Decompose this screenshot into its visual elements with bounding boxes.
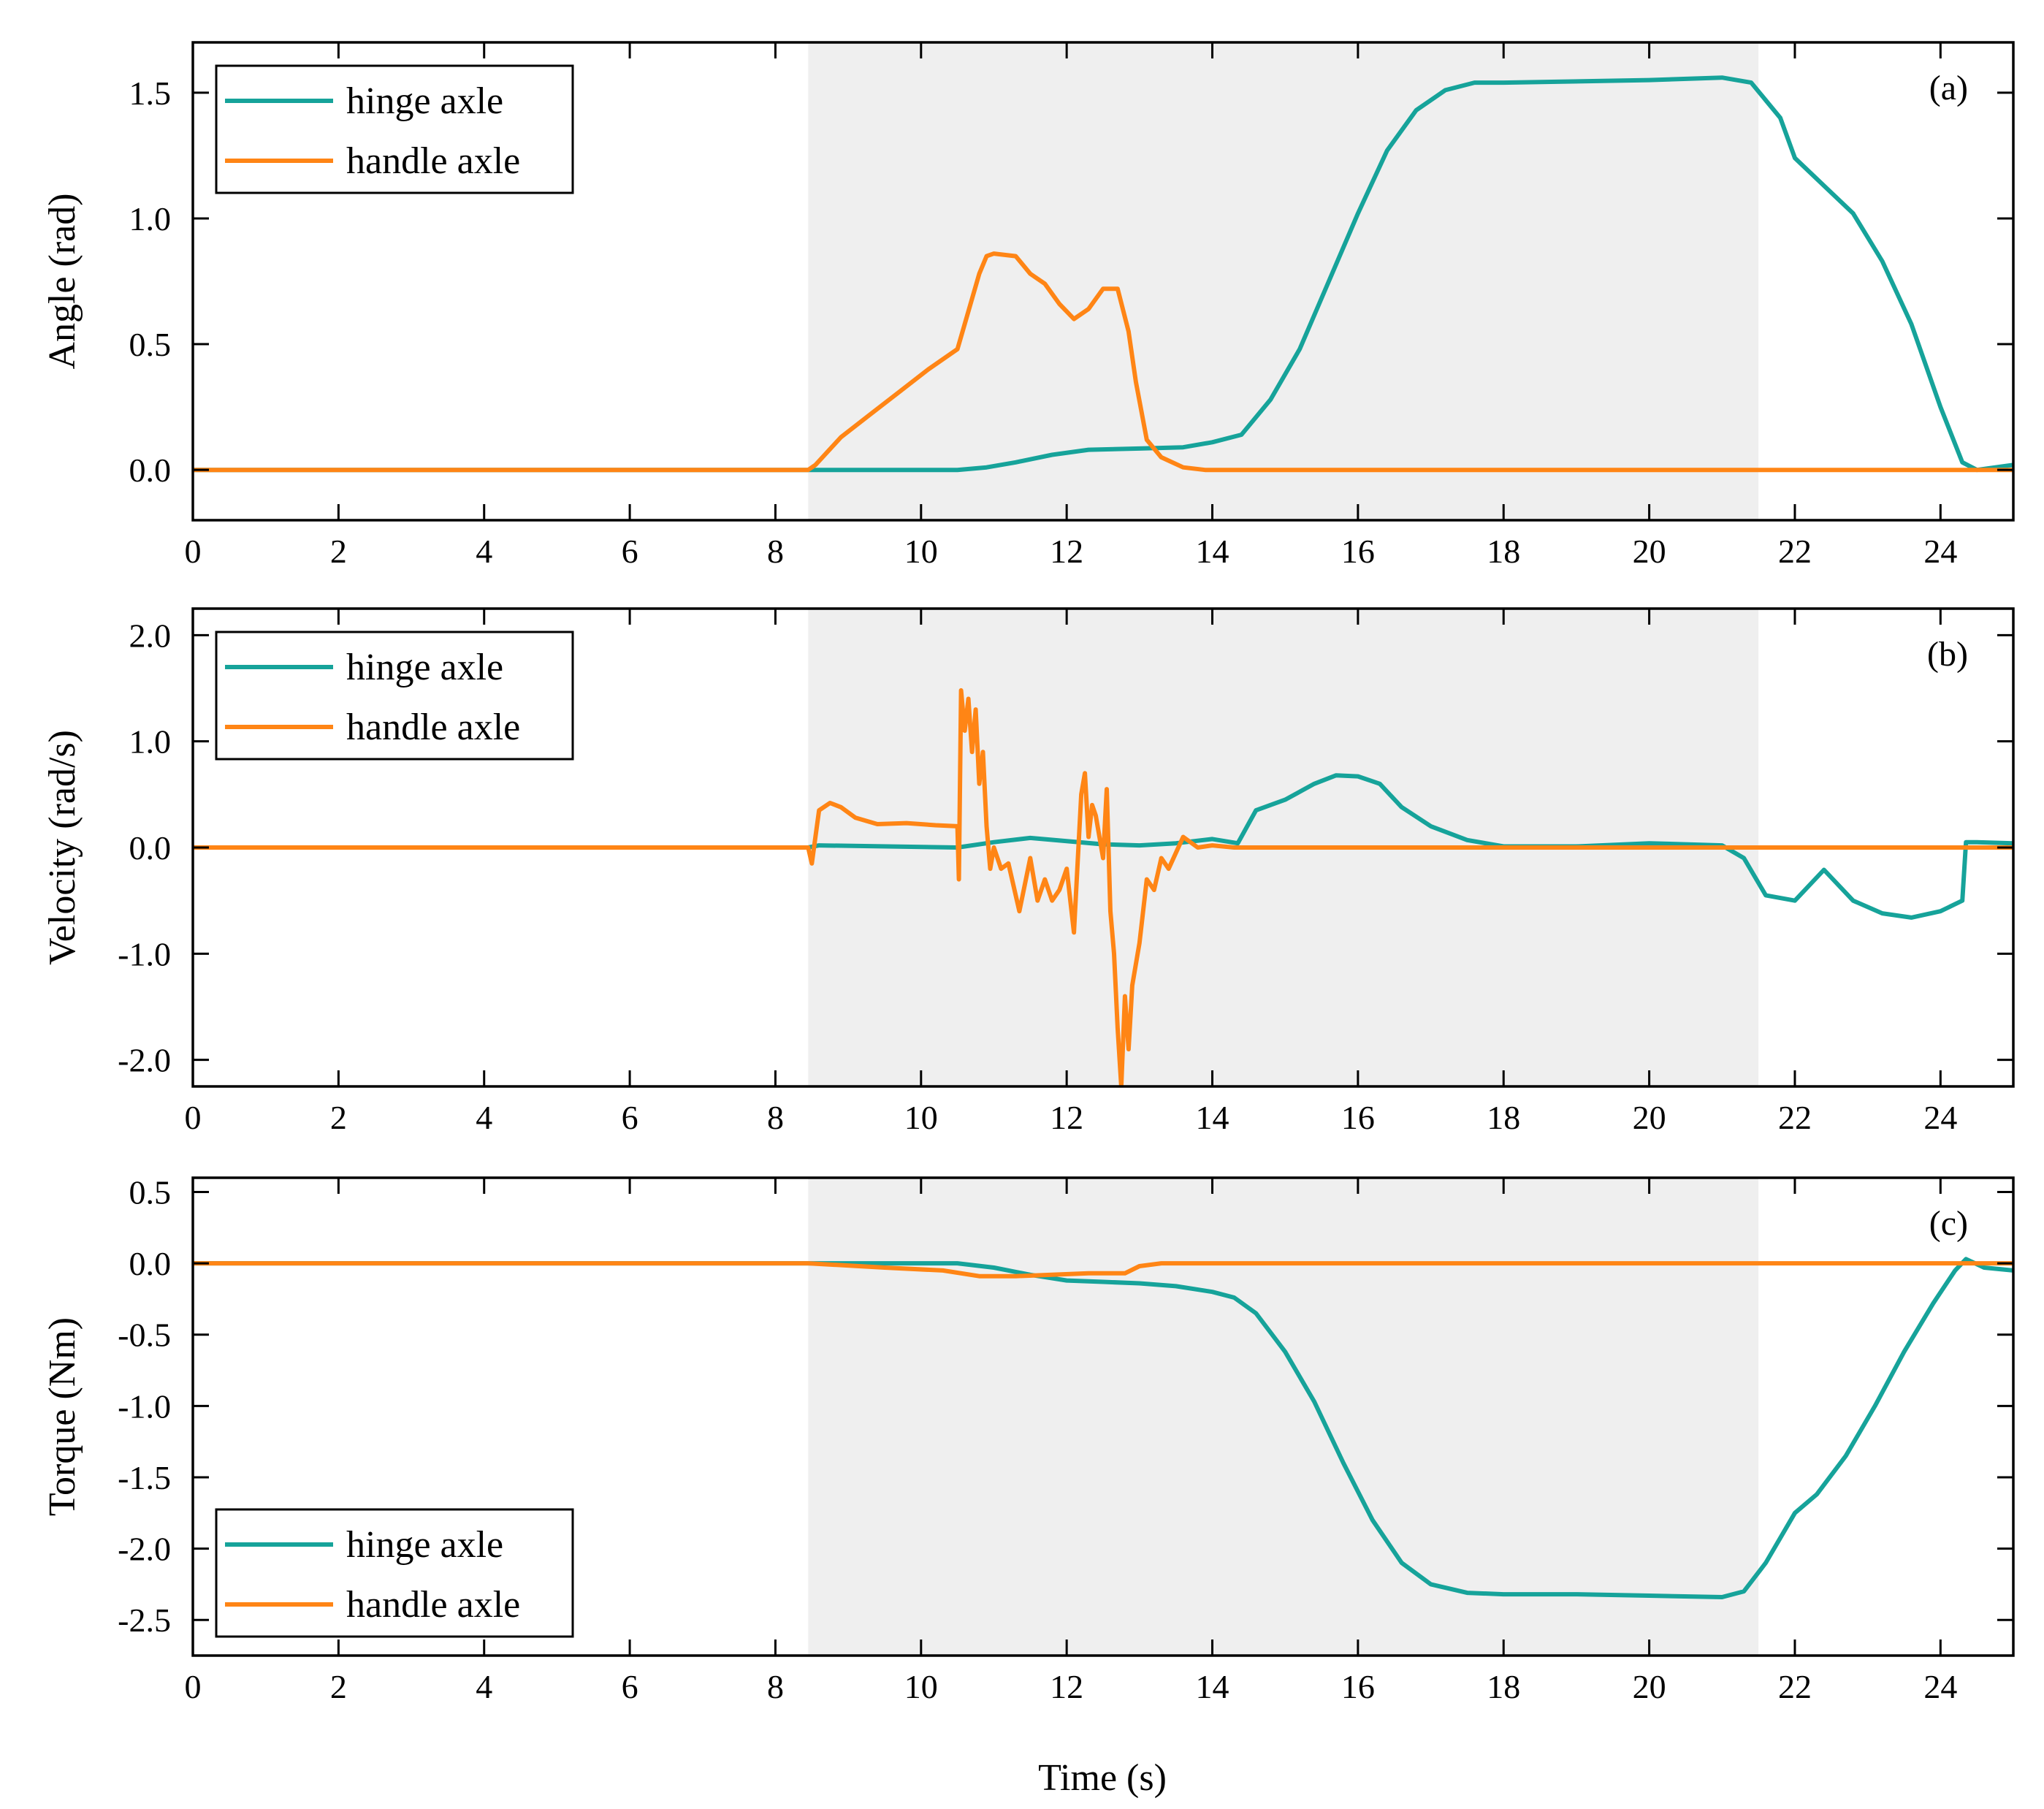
x-tick-label: 16 — [1341, 1099, 1375, 1136]
x-tick-label: 4 — [476, 1668, 492, 1705]
y-tick-label: 1.5 — [129, 75, 172, 112]
legend-label: handle axle — [346, 140, 520, 182]
series-line-handle-axle — [193, 251, 2013, 473]
panel-label: (c) — [1929, 1204, 1968, 1243]
y-tick-label: 0.0 — [129, 1245, 172, 1282]
y-axis-title: Velocity (rad/s) — [42, 730, 83, 965]
x-tick-label: 0 — [185, 533, 202, 570]
x-tick-label: 12 — [1050, 1668, 1083, 1705]
x-tick-label: 14 — [1196, 1099, 1229, 1136]
x-tick-label: 6 — [622, 533, 638, 570]
y-tick-label: -1.0 — [118, 935, 171, 972]
y-axis-title: Torque (Nm) — [42, 1317, 83, 1516]
legend-box — [215, 631, 574, 761]
x-tick-label: 16 — [1341, 533, 1375, 570]
x-tick-label: 2 — [330, 1099, 347, 1136]
x-tick-label: 20 — [1633, 533, 1666, 570]
x-tick-label: 18 — [1487, 1099, 1520, 1136]
x-tick-label: 6 — [622, 1668, 638, 1705]
plot-frame — [191, 1176, 2015, 1657]
legend-label: handle axle — [346, 707, 520, 748]
series-line-handle-axle — [193, 688, 2013, 1086]
panel-c: 0 2 4 6 8 10 12 14 16 18 20 22 240.50.0-0.5-1.0-1.5-… — [42, 1174, 2015, 1705]
x-tick-label: 8 — [767, 1668, 784, 1705]
legend: hinge axle handle axle — [215, 631, 574, 761]
y-tick-label: -1.5 — [118, 1459, 171, 1496]
y-tick-label: -1.0 — [118, 1387, 171, 1425]
x-tick-label: 0 — [185, 1099, 202, 1136]
x-tick-label: 16 — [1341, 1668, 1375, 1705]
y-tick-label: 1.0 — [129, 200, 172, 237]
y-tick-label: -0.5 — [118, 1317, 171, 1354]
y-tick-label: -2.5 — [118, 1602, 171, 1639]
legend-label: hinge axle — [346, 647, 503, 688]
x-tick-label: 18 — [1487, 533, 1520, 570]
y-axis-title: Angle (rad) — [42, 193, 83, 369]
x-tick-label: 0 — [185, 1668, 202, 1705]
plot-frame — [191, 41, 2015, 522]
x-tick-label: 20 — [1633, 1099, 1666, 1136]
x-tick-label: 24 — [1923, 1668, 1957, 1705]
x-tick-label: 6 — [622, 1099, 638, 1136]
x-tick-label: 12 — [1050, 1099, 1083, 1136]
series-line-handle-axle — [193, 1261, 2013, 1279]
y-tick-label: 0.0 — [129, 829, 172, 867]
x-tick-label: 22 — [1778, 1099, 1812, 1136]
x-tick-label: 4 — [476, 1099, 492, 1136]
legend: hinge axle handle axle — [215, 64, 574, 194]
x-tick-label: 8 — [767, 1099, 784, 1136]
legend-label: hinge axle — [346, 1524, 503, 1566]
legend-box — [215, 64, 574, 194]
x-tick-label: 8 — [767, 533, 784, 570]
y-tick-label: 0.0 — [129, 452, 172, 489]
legend: hinge axle handle axle — [215, 1508, 574, 1638]
y-tick-label: 2.0 — [129, 617, 172, 654]
shaded-region — [808, 1178, 1759, 1656]
panel-label: (b) — [1927, 635, 1968, 674]
x-tick-label: 4 — [476, 533, 492, 570]
x-tick-label: 2 — [330, 533, 347, 570]
x-tick-label: 14 — [1196, 533, 1229, 570]
x-tick-label: 18 — [1487, 1668, 1520, 1705]
shaded-region — [808, 42, 1759, 520]
x-tick-label: 22 — [1778, 533, 1812, 570]
panel-b: 0 2 4 6 8 10 12 14 16 18 20 22 242.01.00.0-1.0-2.0Ve… — [42, 607, 2015, 1136]
x-tick-label: 24 — [1923, 533, 1957, 570]
x-tick-label: 14 — [1196, 1668, 1229, 1705]
legend-label: handle axle — [346, 1584, 520, 1626]
x-tick-label: 2 — [330, 1668, 347, 1705]
y-tick-label: -2.0 — [118, 1531, 171, 1568]
y-tick-label: 0.5 — [129, 326, 172, 363]
x-tick-label: 10 — [904, 1099, 938, 1136]
series-line-hinge-axle — [193, 75, 2013, 473]
y-tick-label: -2.0 — [118, 1042, 171, 1079]
x-tick-label: 10 — [904, 1668, 938, 1705]
panel-label: (a) — [1929, 69, 1968, 107]
x-tick-label: 12 — [1050, 533, 1083, 570]
series-line-hinge-axle — [193, 1257, 2013, 1599]
series-line-hinge-axle — [193, 773, 2013, 920]
y-tick-label: 1.0 — [129, 723, 172, 761]
x-tick-label: 10 — [904, 533, 938, 570]
y-tick-label: 0.5 — [129, 1174, 172, 1211]
x-tick-label: 22 — [1778, 1668, 1812, 1705]
x-tick-label: 20 — [1633, 1668, 1666, 1705]
x-tick-label: 24 — [1923, 1099, 1957, 1136]
legend-box — [215, 1508, 574, 1638]
legend-label: hinge axle — [346, 80, 503, 122]
x-axis-title: Time (s) — [1038, 1757, 1167, 1799]
